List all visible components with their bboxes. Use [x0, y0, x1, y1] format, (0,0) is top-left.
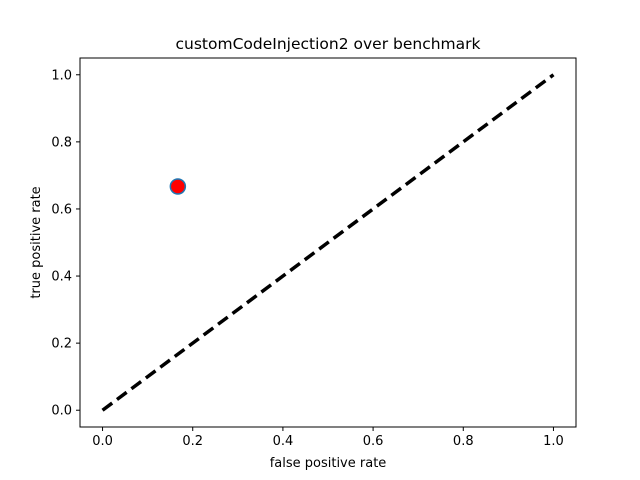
plot-area	[101, 73, 555, 412]
plot-frame	[79, 57, 577, 428]
x-axis: 0.0 0.2 0.4 0.6 0.8 1.0	[92, 427, 564, 449]
x-tick-label: 0.0	[92, 434, 113, 449]
y-axis: 0.0 0.2 0.4 0.6 0.8 1.0	[51, 68, 80, 419]
y-tick-label: 0.0	[51, 404, 72, 419]
diagonal-reference-line	[101, 73, 555, 412]
data-point	[169, 178, 187, 195]
y-tick-label: 0.8	[51, 135, 72, 150]
x-tick-label: 0.2	[182, 434, 203, 449]
y-tick-label: 1.0	[51, 68, 72, 83]
x-tick-label: 0.4	[273, 434, 294, 449]
chart-title: customCodeInjection2 over benchmark	[176, 35, 481, 53]
y-axis-label: true positive rate	[29, 186, 44, 298]
y-tick-label: 0.2	[51, 337, 72, 352]
x-tick-label: 0.8	[453, 434, 474, 449]
x-axis-label: false positive rate	[270, 456, 387, 471]
y-tick-label: 0.4	[51, 270, 72, 285]
x-tick-label: 0.6	[363, 434, 384, 449]
y-tick-label: 0.6	[51, 202, 72, 217]
x-tick-label: 1.0	[543, 434, 564, 449]
